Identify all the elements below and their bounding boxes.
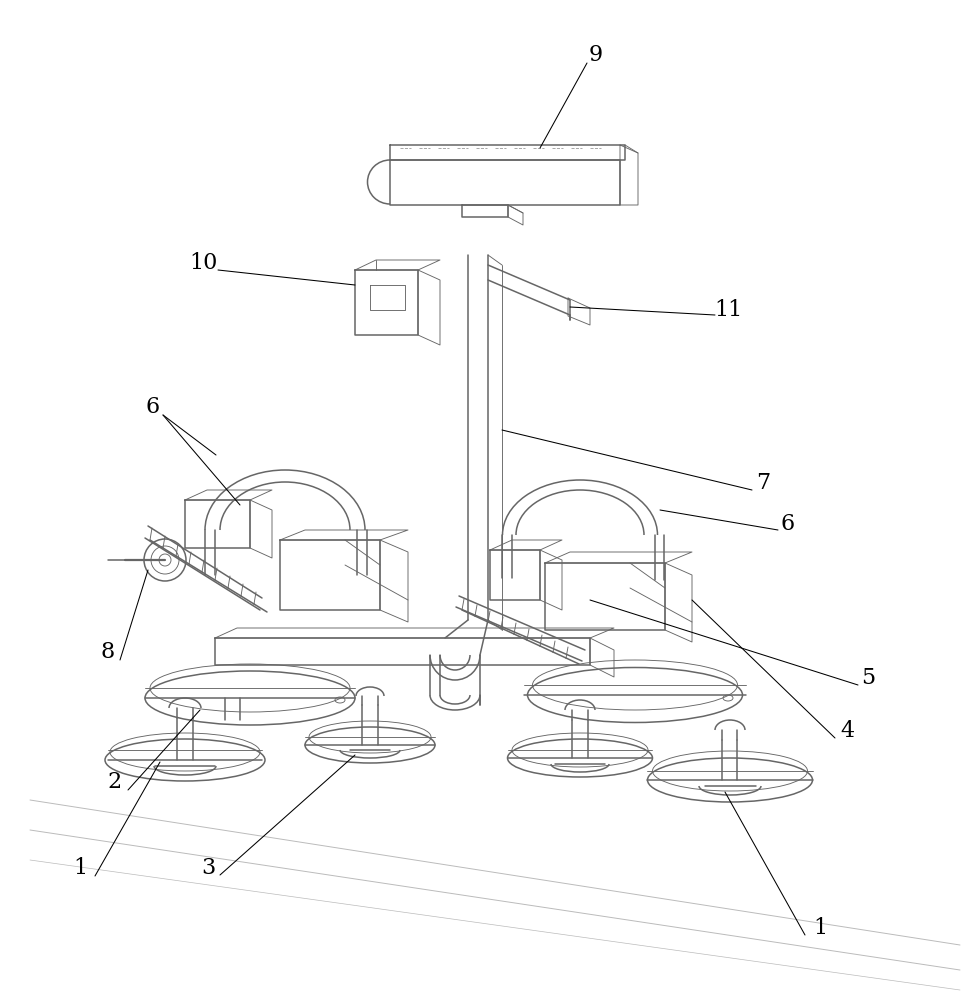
Text: 8: 8	[101, 641, 115, 663]
Text: 9: 9	[589, 44, 603, 66]
Text: 10: 10	[189, 252, 218, 274]
Text: 11: 11	[713, 299, 742, 321]
Text: 7: 7	[756, 472, 770, 494]
Text: 3: 3	[201, 857, 216, 879]
Text: 5: 5	[861, 667, 875, 689]
Text: 6: 6	[146, 396, 160, 418]
Text: 4: 4	[840, 720, 854, 742]
Text: 2: 2	[107, 771, 122, 793]
Text: 1: 1	[813, 917, 827, 939]
Text: 6: 6	[781, 513, 795, 535]
Text: 1: 1	[73, 857, 87, 879]
